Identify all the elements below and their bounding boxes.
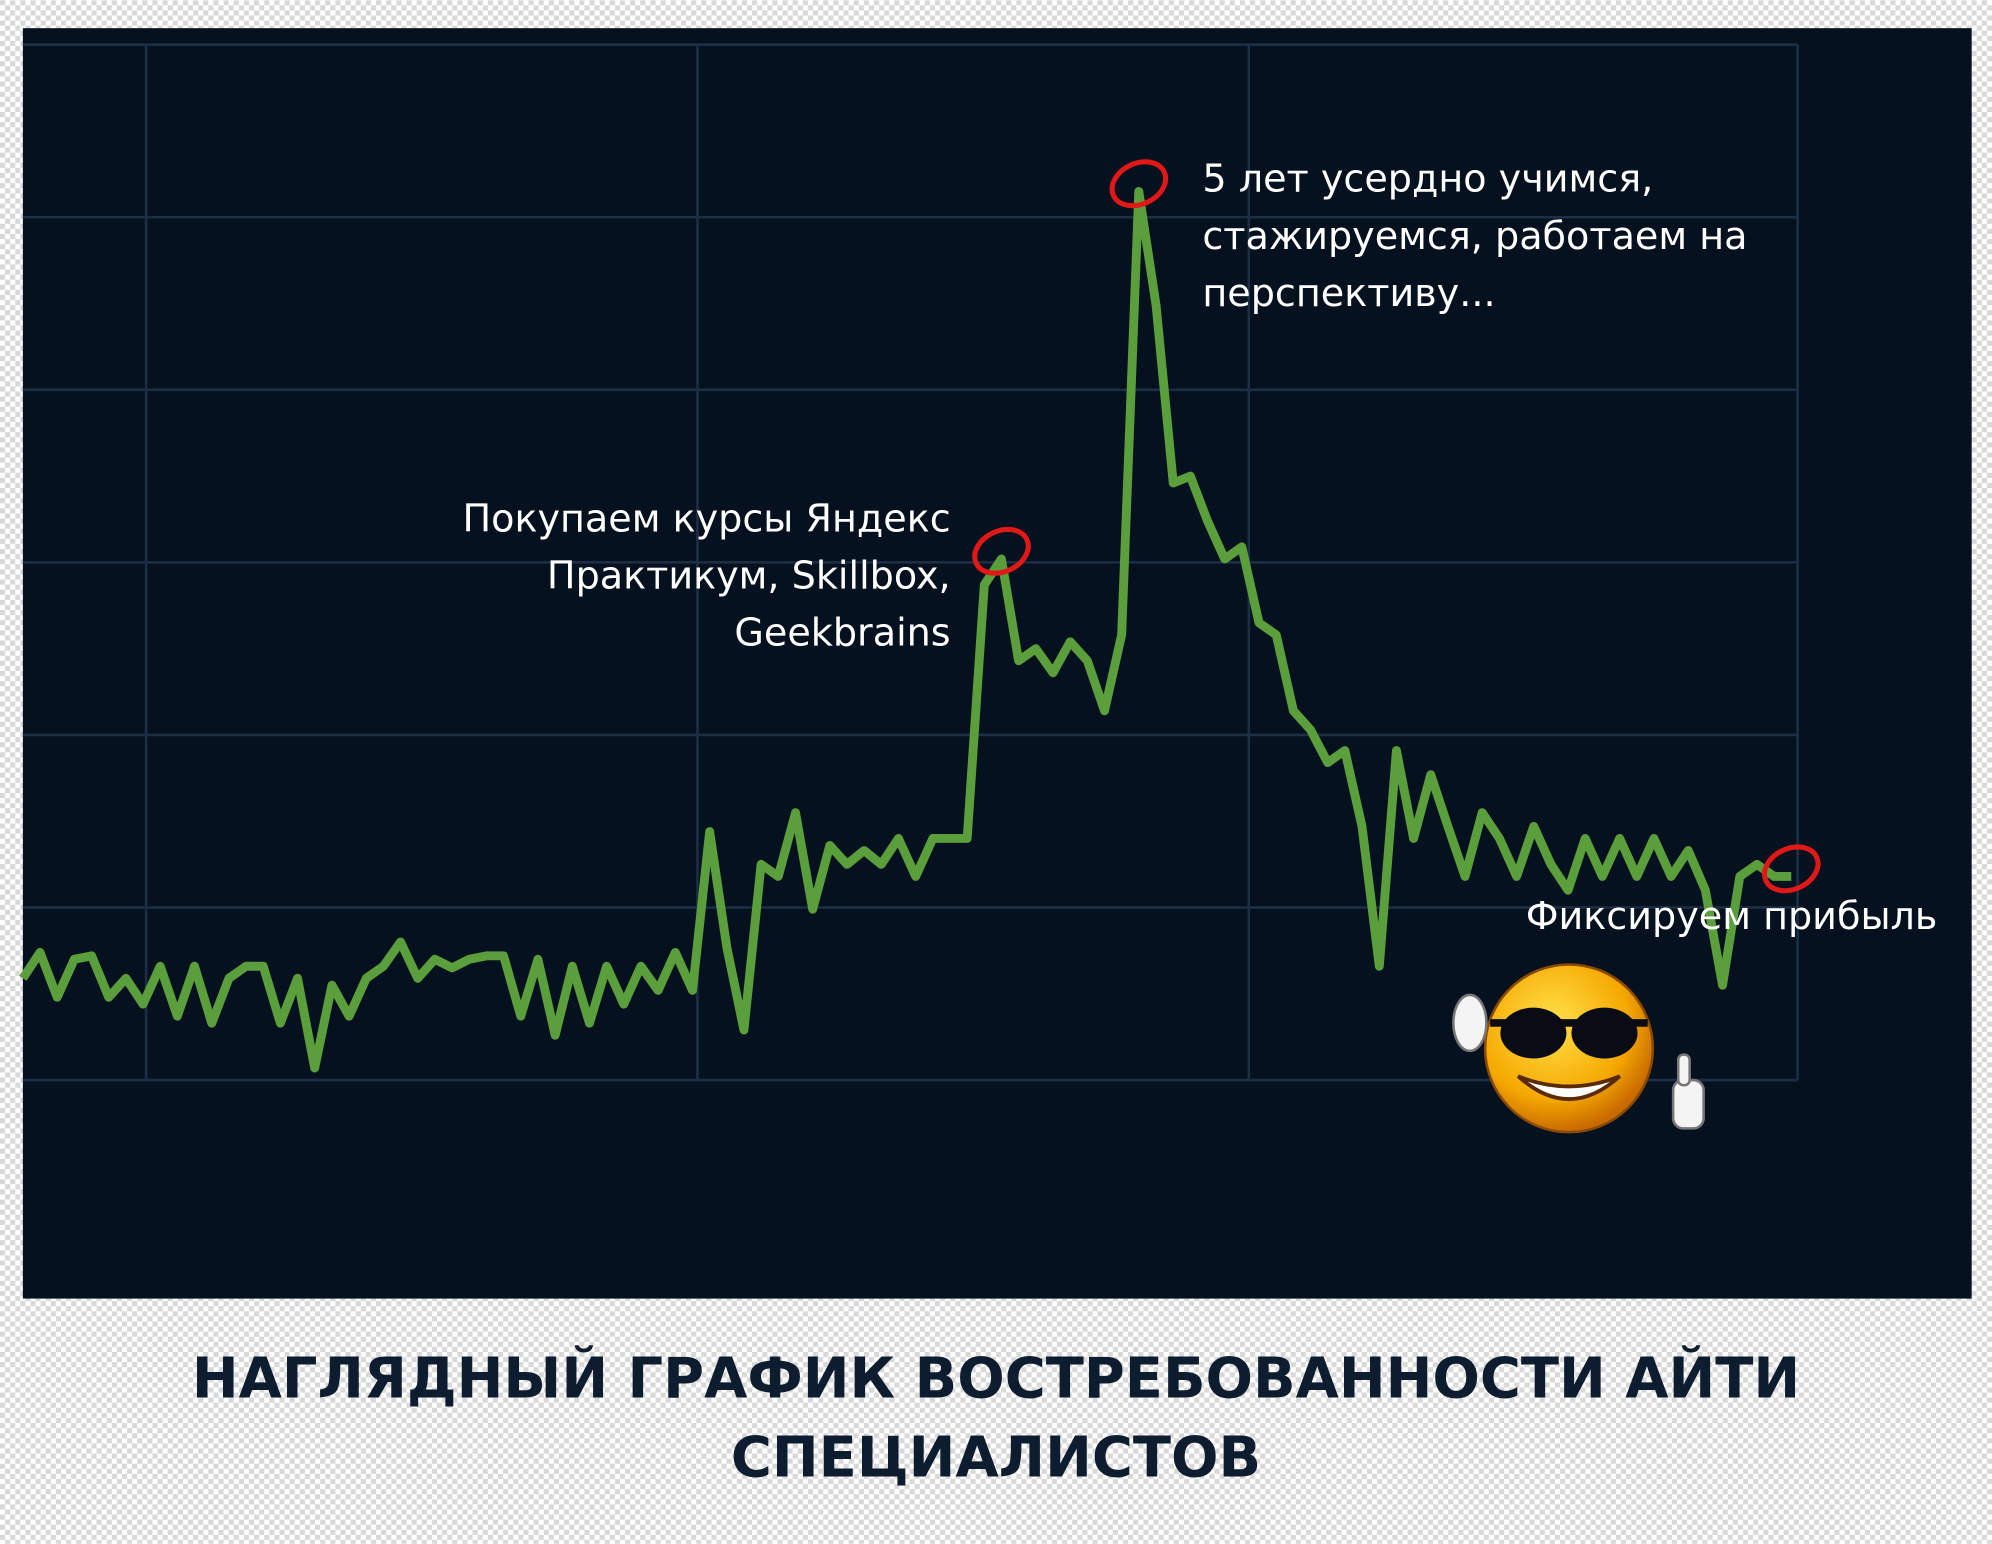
data-line bbox=[19, 186, 1792, 1073]
thumb-hand bbox=[1671, 1078, 1705, 1130]
smiley-face bbox=[1483, 963, 1655, 1134]
smiley-emoji bbox=[1452, 963, 1705, 1134]
horizontal-grid bbox=[22, 43, 1798, 1082]
chart-panel bbox=[22, 28, 1972, 1299]
plot bbox=[19, 186, 1792, 1073]
smile bbox=[1516, 1074, 1622, 1102]
highlight-circle bbox=[972, 526, 1031, 576]
annotation-text: стажируемся, работаем на bbox=[1202, 214, 1747, 258]
highlight-circle bbox=[1761, 844, 1821, 894]
sunglasses-left bbox=[1500, 1007, 1567, 1059]
annotation-text: перспективу... bbox=[1202, 271, 1495, 315]
sunglasses-right bbox=[1571, 1007, 1638, 1059]
annotation-text: 5 лет усердно учимся, bbox=[1202, 157, 1653, 201]
annotations: Покупаем курсы Яндекс Практикум, Skillbox… bbox=[462, 157, 1938, 938]
title-line: СПЕЦИАЛИСТОВ bbox=[731, 1425, 1261, 1490]
highlight-circle bbox=[1109, 159, 1169, 209]
hand bbox=[1452, 993, 1488, 1053]
annotation-text: Фиксируем прибыль bbox=[1526, 894, 1938, 938]
annotation-text: Практикум, Skillbox, bbox=[547, 553, 951, 597]
annotation-text: Geekbrains bbox=[734, 611, 950, 655]
thumb bbox=[1676, 1053, 1691, 1087]
annotation-text: Покупаем курсы Яндекс bbox=[462, 496, 950, 540]
title-line: НАГЛЯДНЫЙ ГРАФИК ВОСТРЕБОВАННОСТИ АЙТИ bbox=[192, 1346, 1800, 1412]
